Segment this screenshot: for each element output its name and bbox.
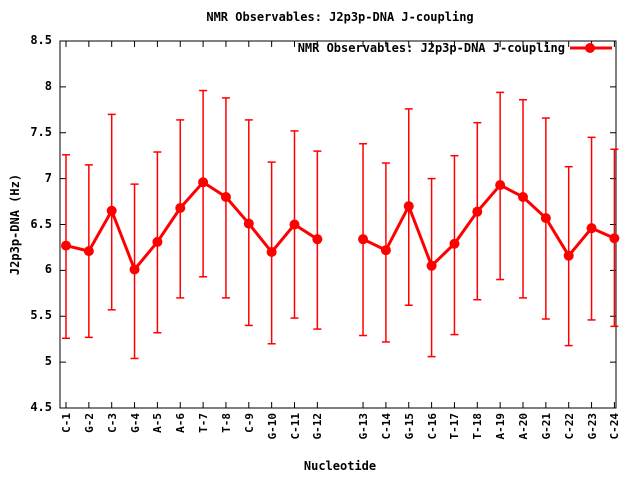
data-line bbox=[362, 183, 616, 268]
x-tick-label: G-23 bbox=[585, 413, 599, 440]
y-tick-label: 5.5 bbox=[30, 308, 52, 323]
data-point bbox=[129, 264, 140, 275]
data-point bbox=[563, 250, 574, 261]
x-tick-label: C-16 bbox=[425, 413, 439, 440]
x-tick-label: A-5 bbox=[151, 413, 165, 433]
x-tick-label: C-1 bbox=[60, 413, 73, 433]
x-tick-label: G-4 bbox=[128, 413, 142, 433]
data-point bbox=[106, 205, 117, 216]
x-tick-label: C-22 bbox=[562, 413, 576, 440]
y-tick-label: 7 bbox=[44, 170, 52, 185]
data-point bbox=[243, 218, 254, 229]
x-axis-label: Nucleotide bbox=[303, 459, 377, 473]
data-point bbox=[380, 245, 391, 256]
data-point bbox=[518, 191, 528, 202]
data-point bbox=[426, 260, 437, 271]
data-point bbox=[152, 236, 163, 247]
x-tick-label: T-8 bbox=[219, 413, 233, 433]
x-tick-label: T-18 bbox=[471, 413, 485, 440]
data-point bbox=[540, 213, 551, 224]
x-tick-label: T-17 bbox=[448, 413, 462, 440]
y-tick-label: 4.5 bbox=[30, 400, 52, 414]
data-point bbox=[495, 180, 506, 191]
data-point bbox=[83, 246, 94, 257]
x-tick-label: G-13 bbox=[357, 413, 371, 440]
data-point bbox=[289, 219, 300, 230]
data-point bbox=[61, 240, 71, 251]
x-tick-label: G-12 bbox=[311, 413, 325, 440]
x-tick-label: G-15 bbox=[402, 413, 416, 440]
x-tick-label: G-2 bbox=[82, 413, 96, 433]
data-point bbox=[312, 234, 323, 245]
chart-title: NMR Observables: J2p3p-DNA J-coupling bbox=[206, 10, 474, 24]
data-point bbox=[175, 202, 186, 213]
x-tick-label: G-10 bbox=[265, 413, 279, 440]
x-tick-label: A-20 bbox=[517, 413, 530, 440]
data-point bbox=[609, 233, 620, 244]
data-point bbox=[266, 247, 277, 258]
x-tick-label: A-19 bbox=[494, 413, 508, 440]
x-tick-label: G-21 bbox=[539, 413, 553, 440]
data-point bbox=[220, 191, 231, 202]
data-point bbox=[403, 201, 414, 212]
x-tick-label: A-6 bbox=[174, 413, 188, 433]
y-tick-label: 7.5 bbox=[30, 124, 52, 139]
data-point bbox=[586, 223, 597, 234]
x-tick-label: C-11 bbox=[288, 413, 302, 440]
y-tick-label: 8 bbox=[44, 78, 52, 93]
x-tick-label: C-24 bbox=[608, 413, 622, 440]
x-tick-label: C-3 bbox=[105, 413, 119, 433]
y-tick-label: 8.5 bbox=[30, 33, 52, 47]
x-tick-label: T-7 bbox=[197, 413, 211, 433]
x-tick-label: C-14 bbox=[379, 413, 393, 440]
data-point bbox=[449, 238, 460, 249]
data-point bbox=[198, 177, 209, 188]
data-point bbox=[358, 234, 369, 245]
data-line bbox=[65, 180, 319, 271]
legend-point-icon bbox=[585, 43, 595, 53]
y-tick-label: 5 bbox=[44, 354, 52, 369]
x-tick-label: C-9 bbox=[242, 413, 256, 433]
plot-frame bbox=[59, 40, 617, 409]
data-point bbox=[472, 206, 483, 217]
legend-label: NMR Observables: J2p3p-DNA J-coupling bbox=[297, 41, 565, 55]
y-tick-label: 6 bbox=[44, 262, 52, 277]
y-tick-label: 6.5 bbox=[30, 216, 52, 231]
